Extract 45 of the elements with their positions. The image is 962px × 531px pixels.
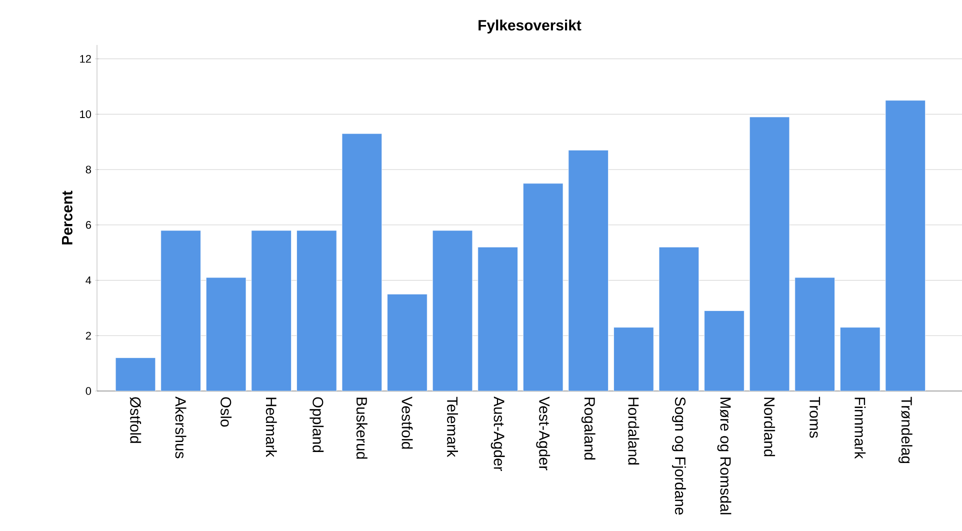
- bar: [251, 230, 292, 391]
- x-tick-label: Aust-Agder: [490, 396, 505, 472]
- x-tick-label: Vest-Agder: [536, 396, 550, 470]
- y-tick-label: 6: [86, 221, 91, 229]
- bar: [794, 277, 835, 391]
- x-tick-label: Oppland: [310, 397, 324, 452]
- x-tick-label: Rogaland: [581, 398, 596, 460]
- y-tick-label: 12: [80, 55, 91, 63]
- x-tick-label: Buskerud: [356, 398, 368, 459]
- x-tick-label: Oslo: [220, 397, 232, 427]
- bar: [342, 133, 382, 391]
- bar: [522, 183, 564, 391]
- bar: [160, 230, 201, 391]
- bar: [432, 230, 473, 391]
- x-tick-label: Vestfold: [402, 396, 413, 449]
- bar: [749, 116, 790, 391]
- chart-title: Fylkesoversikt: [478, 20, 582, 34]
- x-tick-label: Hedmark: [266, 398, 277, 458]
- y-tick-label: 8: [86, 166, 91, 174]
- bar: [885, 100, 926, 391]
- bar: [387, 294, 428, 391]
- y-axis-title: Percent: [62, 190, 72, 244]
- x-tick-label: Østfold: [130, 397, 142, 443]
- y-tick-label: 0: [86, 387, 92, 395]
- y-tick-label: 2: [86, 332, 91, 340]
- bar: [296, 230, 337, 391]
- x-tick-label: Finnmark: [854, 398, 866, 459]
- x-tick-label: Hordaland: [628, 398, 640, 464]
- x-tick-label: Sogn og Fjordane: [672, 397, 686, 515]
- x-tick-label: Nordland: [764, 398, 776, 456]
- bar: [840, 327, 880, 391]
- bar: [658, 246, 700, 391]
- x-tick-label: Møre og Romsdal: [717, 398, 732, 514]
- bar: [614, 327, 654, 391]
- bar: [206, 277, 246, 391]
- bar: [704, 310, 744, 391]
- x-tick-label: Trøndelag: [898, 396, 912, 464]
- bar: [115, 358, 156, 391]
- bar: [568, 150, 609, 391]
- bar: [478, 246, 518, 391]
- y-tick-label: 4: [86, 276, 92, 284]
- x-tick-label: Akershus: [175, 396, 186, 458]
- x-tick-label: Telemark: [447, 396, 458, 458]
- y-tick-label: 10: [80, 110, 92, 118]
- x-tick-label: Troms: [810, 396, 820, 438]
